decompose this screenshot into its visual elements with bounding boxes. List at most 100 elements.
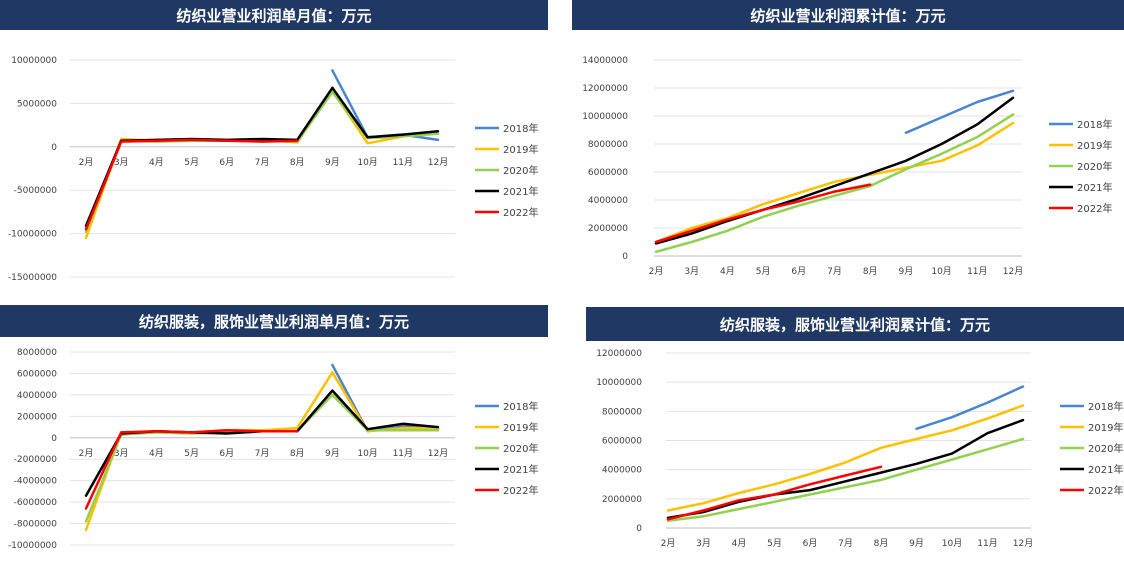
chart-svg-1: 10000000 5000000 0 -5000000 -10000000 -150000… xyxy=(8,56,539,283)
chart4-x-tick-label: 11月 xyxy=(977,538,997,549)
chart4-x-tick-label: 8月 xyxy=(874,538,889,549)
chart3-series-line-2021年 xyxy=(84,389,440,497)
chart3-x-tick-label: 6月 xyxy=(219,448,234,459)
chart1-y-tick-label: -15000000 xyxy=(8,273,57,283)
chart2-legend-label: 2019年 xyxy=(1077,139,1112,152)
chart3-legend-label: 2019年 xyxy=(503,421,538,434)
chart3-x-tick-label: 12月 xyxy=(428,448,448,459)
chart4-x-tick-label: 12月 xyxy=(1013,538,1033,549)
chart3-x-tick-label: 10月 xyxy=(357,448,377,459)
chart3-legend-label: 2018年 xyxy=(503,400,538,413)
chart2-x-tick-label: 2月 xyxy=(649,266,664,277)
chart1-y-tick-label: 0 xyxy=(51,143,57,153)
chart4-series-line-2019年 xyxy=(666,404,1025,512)
chart2-series-line-2021年 xyxy=(654,96,1015,245)
chart3-x-tick-label: 7月 xyxy=(255,448,270,459)
chart4-y-tick-label: 10000000 xyxy=(596,378,642,388)
chart2-y-tick-label: 0 xyxy=(622,252,628,262)
chart4-y-tick-label: 0 xyxy=(636,524,642,534)
chart-panel-2: 纺织业营业利润累计值：万元 14000000 12000000 10000000 80… xyxy=(572,0,1124,290)
chart4-legend-label: 2019年 xyxy=(1088,421,1123,434)
chart1-series-line-2022年 xyxy=(84,138,299,231)
chart3-x-tick-label: 4月 xyxy=(149,448,164,459)
chart1-x-tick-label: 5月 xyxy=(184,157,199,168)
chart1-x-tick-label: 7月 xyxy=(255,157,270,168)
chart2-y-tick-label: 8000000 xyxy=(588,140,628,150)
chart3-legend-label: 2020年 xyxy=(503,442,538,455)
chart3-y-tick-label: -10000000 xyxy=(8,541,57,551)
chart1-x-tick-label: 4月 xyxy=(149,157,164,168)
chart3-y-tick-label: -6000000 xyxy=(14,498,58,508)
chart4-y-tick-label: 6000000 xyxy=(602,437,642,447)
chart3-y-tick-label: 6000000 xyxy=(17,369,57,379)
chart2-x-tick-label: 6月 xyxy=(791,266,806,277)
chart2-x-tick-label: 7月 xyxy=(827,266,842,277)
chart2-legend-label: 2018年 xyxy=(1077,118,1112,131)
chart1-y-tick-label: 5000000 xyxy=(17,99,57,109)
chart4-legend-label: 2018年 xyxy=(1088,400,1123,413)
chart1-legend-label: 2022年 xyxy=(503,206,538,219)
chart4-y-tick-label: 2000000 xyxy=(602,495,642,505)
chart-title-1: 纺织业营业利润单月值：万元 xyxy=(0,0,548,30)
chart3-x-tick-label: 3月 xyxy=(114,448,129,459)
chart2-y-tick-label: 6000000 xyxy=(588,168,628,178)
chart1-y-tick-label: -5000000 xyxy=(14,186,58,196)
chart4-series-line-2021年 xyxy=(666,418,1025,520)
chart-title-4: 纺织服装，服饰业营业利润累计值：万元 xyxy=(586,307,1124,341)
chart4-x-tick-label: 4月 xyxy=(732,538,747,549)
chart2-x-tick-label: 10月 xyxy=(931,266,951,277)
chart3-y-tick-label: 8000000 xyxy=(17,348,57,358)
chart-panel-4: 纺织服装，服饰业营业利润累计值：万元 12000000 10000000 80000… xyxy=(586,307,1124,561)
chart1-x-tick-label: 6月 xyxy=(219,157,234,168)
chart3-y-tick-label: -2000000 xyxy=(14,455,58,465)
chart4-x-tick-label: 9月 xyxy=(909,538,924,549)
chart4-y-tick-label: 12000000 xyxy=(596,349,642,359)
chart2-legend-label: 2020年 xyxy=(1077,160,1112,173)
chart2-x-tick-label: 3月 xyxy=(684,266,699,277)
chart-title-3: 纺织服装，服饰业营业利润单月值：万元 xyxy=(0,305,548,337)
chart3-legend-label: 2021年 xyxy=(503,463,538,476)
chart-svg-4: 12000000 10000000 8000000 6000000 4000000 200… xyxy=(596,349,1123,549)
chart3-x-tick-label: 5月 xyxy=(184,448,199,459)
chart4-x-tick-label: 6月 xyxy=(803,538,818,549)
chart-panel-1: 纺织业营业利润单月值：万元 10000000 5000000 0 -5000000 -1… xyxy=(0,0,548,290)
chart1-x-tick-label: 2月 xyxy=(79,157,94,168)
chart4-x-tick-label: 5月 xyxy=(767,538,782,549)
chart2-series-line-2019年 xyxy=(654,121,1015,244)
chart1-x-tick-label: 3月 xyxy=(114,157,129,168)
chart2-series-line-2020年 xyxy=(654,113,1015,254)
chart2-legend-label: 2022年 xyxy=(1077,202,1112,215)
chart1-series-line-2018年 xyxy=(331,69,440,142)
chart2-x-tick-label: 4月 xyxy=(720,266,735,277)
chart1-x-tick-label: 8月 xyxy=(290,157,305,168)
chart1-x-tick-label: 11月 xyxy=(393,157,413,168)
chart3-x-tick-label: 2月 xyxy=(79,448,94,459)
chart2-y-tick-label: 4000000 xyxy=(588,196,628,206)
chart2-y-tick-label: 2000000 xyxy=(588,224,628,234)
chart4-x-tick-label: 2月 xyxy=(661,538,676,549)
chart3-y-tick-label: -8000000 xyxy=(14,520,58,530)
chart2-x-tick-label: 5月 xyxy=(756,266,771,277)
chart1-series-line-2021年 xyxy=(84,86,440,228)
chart4-y-tick-label: 4000000 xyxy=(602,466,642,476)
chart1-x-tick-label: 10月 xyxy=(357,157,377,168)
chart-svg-2: 14000000 12000000 10000000 8000000 6000000 40… xyxy=(582,56,1112,277)
chart3-y-tick-label: -4000000 xyxy=(14,477,58,487)
chart2-y-tick-label: 14000000 xyxy=(582,56,628,66)
chart1-x-tick-label: 9月 xyxy=(325,157,340,168)
chart4-y-tick-label: 8000000 xyxy=(602,407,642,417)
chart-panel-3: 纺织服装，服饰业营业利润单月值：万元 8000000 6000000 4000000… xyxy=(0,305,548,561)
chart1-legend-label: 2021年 xyxy=(503,185,538,198)
chart2-x-tick-label: 12月 xyxy=(1003,266,1023,277)
chart1-y-tick-label: -10000000 xyxy=(8,230,57,240)
chart3-x-tick-label: 9月 xyxy=(325,448,340,459)
chart4-x-tick-label: 10月 xyxy=(942,538,962,549)
chart2-x-tick-label: 9月 xyxy=(899,266,914,277)
chart4-series-line-2022年 xyxy=(666,465,883,521)
chart3-legend-label: 2022年 xyxy=(503,484,538,497)
chart4-legend-label: 2021年 xyxy=(1088,463,1123,476)
chart3-x-tick-label: 11月 xyxy=(393,448,413,459)
chart2-legend-label: 2021年 xyxy=(1077,181,1112,194)
chart-svg-3: 8000000 6000000 4000000 2000000 0 -2000000 -40… xyxy=(8,348,539,551)
chart2-x-tick-label: 8月 xyxy=(863,266,878,277)
